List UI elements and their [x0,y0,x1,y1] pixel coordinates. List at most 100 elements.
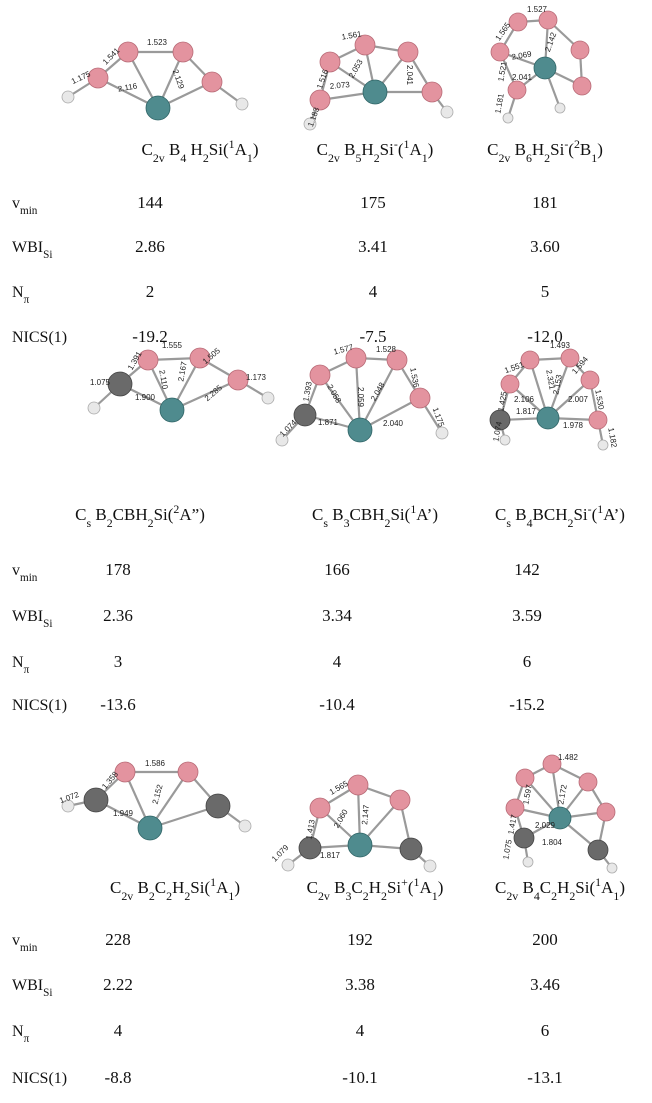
molecule: 1.5651.4132.0602.1471.0791.817 [270,775,436,872]
row-label: WBISi [12,608,52,630]
text-segment: H [361,140,373,159]
value: 6 [523,652,532,671]
text-segment: B [511,505,527,524]
molecule-name: C2v B4C2H2Si(1A1) [495,875,625,903]
atom [236,98,248,110]
text-segment: C [495,505,506,524]
bond-length: 1.978 [563,421,584,430]
atom [363,80,387,104]
molecule-name: C2v B2C2H2Si(1A1) [110,875,240,903]
text-segment: ) [619,878,625,897]
bond-length: 1.551 [503,360,525,375]
bond-length: 1.527 [527,5,548,14]
bond-length: 1.425 [496,390,508,412]
text-segment: C [110,878,121,897]
atom [160,398,184,422]
value: 6 [541,1021,550,1040]
text-segment: 2v [328,151,340,165]
atom [398,42,418,62]
value: 3.38 [345,975,375,994]
bond-length: 2.007 [568,395,589,404]
row-label: Nπ [12,284,30,306]
atom [108,372,132,396]
bond-length: 1.173 [246,373,267,382]
value: 4 [356,1021,365,1040]
atom [390,790,410,810]
text-segment: 2v [121,889,133,903]
atom [115,762,135,782]
atom [597,803,615,821]
text-segment: Si [43,618,52,630]
text-segment: NICS(1) [12,697,67,714]
atom [88,402,100,414]
atom [202,72,222,92]
text-segment: BCH [533,505,568,524]
text-segment: ) [597,140,603,159]
text-segment: π [24,294,30,306]
text-segment: WBI [12,608,43,625]
value: 2.86 [135,237,165,256]
molecule-name: C2v B6H2Si-(2B1) [487,137,603,165]
atom [573,77,591,95]
value: 178 [105,560,131,579]
value: 192 [347,930,373,949]
text-segment: v [12,562,20,579]
bond-length: 2.059 [356,387,365,408]
text-segment: B [330,878,346,897]
row-label: NICS(1) [12,697,67,714]
text-segment: Si( [575,878,595,897]
molecule-name: C2v B3C2H2Si+(1A1) [307,875,444,903]
value: 3.41 [358,237,388,256]
bond-length: 2.106 [514,395,535,404]
bond-length: 2.167 [176,360,188,382]
text-segment: CBH [113,505,148,524]
atom [508,81,526,99]
value: 200 [532,930,558,949]
atom [239,820,251,832]
text-segment: Si [43,987,52,999]
atom [178,762,198,782]
atom [581,371,599,389]
bond-length: 2.040 [383,419,404,428]
atom [501,375,519,393]
atom [310,798,330,818]
atom [294,404,316,426]
text-segment: A [216,878,229,897]
text-segment: B [340,140,356,159]
text-segment: Si( [390,505,410,524]
bond-length: 1.565 [328,779,350,797]
value: -7.5 [360,327,387,346]
text-segment: Si [573,505,587,524]
atom [348,418,372,442]
bond-length: 2.110 [157,369,169,390]
value: 181 [532,193,558,212]
atom [424,860,436,872]
bond-length: 2.041 [512,73,533,82]
atom [579,773,597,791]
value: 3.34 [322,606,352,625]
atom [146,96,170,120]
bond-length: 1.949 [113,809,134,818]
text-segment: π [24,664,30,676]
bond-length: 1.181 [493,92,505,114]
bond-length: 1.804 [542,838,563,847]
bond-length: 2.073 [329,80,350,91]
bond-length: 2.041 [405,65,414,86]
value: -13.6 [100,695,135,714]
text-segment: NICS(1) [12,329,67,346]
value: 4 [333,652,342,671]
value: 2.22 [103,975,133,994]
value: 2.36 [103,606,133,625]
text-segment: C [317,140,328,159]
atom [555,103,565,113]
atom [571,41,589,59]
atom [537,407,559,429]
bond-length: 1.516 [315,68,330,90]
atom [436,427,448,439]
value: -8.8 [105,1068,132,1087]
value: 3.60 [530,237,560,256]
text-segment: v [12,195,20,212]
text-segment: Si [43,249,52,261]
